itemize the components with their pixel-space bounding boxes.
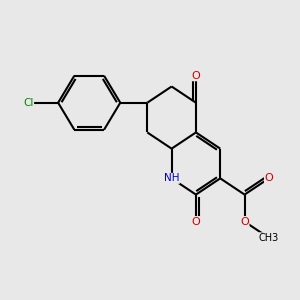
Text: NH: NH bbox=[164, 173, 179, 183]
Text: O: O bbox=[240, 217, 249, 226]
Text: O: O bbox=[192, 71, 200, 81]
Text: CH3: CH3 bbox=[259, 233, 279, 243]
Text: O: O bbox=[265, 173, 273, 183]
Text: Cl: Cl bbox=[23, 98, 34, 108]
Text: O: O bbox=[192, 217, 200, 226]
